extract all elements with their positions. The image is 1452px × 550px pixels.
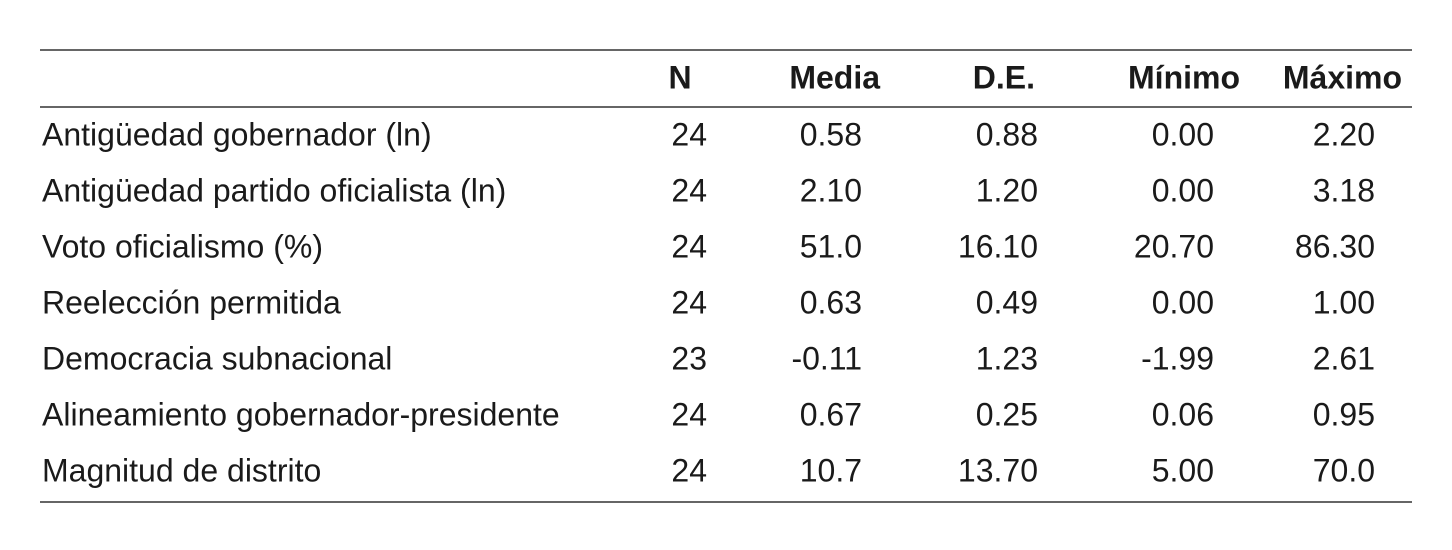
row-label: Antigüedad partido oficialista (ln) (42, 172, 506, 208)
cell-value: 0.00 (1152, 284, 1214, 320)
cell-value: 24 (671, 452, 707, 488)
column-header: D.E. (973, 59, 1035, 95)
row-label: Alineamiento gobernador-presidente (42, 396, 560, 432)
row-label: Reelección permitida (42, 284, 341, 320)
cell-value: -0.11 (791, 340, 862, 376)
row-label: Democracia subnacional (42, 340, 392, 376)
cell-value: 0.58 (800, 116, 862, 152)
cell-value: 1.20 (976, 172, 1038, 208)
cell-value: 24 (671, 284, 707, 320)
cell-value: 2.20 (1313, 116, 1375, 152)
cell-value: 2.61 (1313, 340, 1375, 376)
cell-value: 0.95 (1313, 396, 1375, 432)
cell-value: 13.70 (958, 452, 1038, 488)
cell-value: 51.0 (800, 228, 862, 264)
cell-value: 23 (671, 340, 707, 376)
cell-value: 24 (671, 228, 707, 264)
cell-value: 0.06 (1152, 396, 1214, 432)
cell-value: 3.18 (1313, 172, 1375, 208)
cell-value: 0.00 (1152, 172, 1214, 208)
cell-value: 10.7 (800, 452, 862, 488)
cell-value: 5.00 (1152, 452, 1214, 488)
cell-value: 1.00 (1313, 284, 1375, 320)
cell-value: 24 (671, 396, 707, 432)
cell-value: 24 (671, 172, 707, 208)
cell-value: 0.00 (1152, 116, 1214, 152)
column-header: Máximo (1283, 59, 1402, 95)
cell-value: 86.30 (1295, 228, 1375, 264)
cell-value: 20.70 (1134, 228, 1214, 264)
cell-value: 1.23 (976, 340, 1038, 376)
row-label: Magnitud de distrito (42, 452, 321, 488)
cell-value: -1.99 (1141, 340, 1214, 376)
cell-value: 70.0 (1313, 452, 1375, 488)
cell-value: 16.10 (958, 228, 1038, 264)
row-label: Voto oficialismo (%) (42, 228, 323, 264)
cell-value: 0.67 (800, 396, 862, 432)
cell-value: 0.25 (976, 396, 1038, 432)
cell-value: 24 (671, 116, 707, 152)
cell-value: 0.88 (976, 116, 1038, 152)
row-label: Antigüedad gobernador (ln) (42, 116, 432, 152)
column-header: N (668, 59, 691, 95)
column-header: Media (789, 59, 880, 95)
column-header: Mínimo (1128, 59, 1240, 95)
cell-value: 2.10 (800, 172, 862, 208)
cell-value: 0.63 (800, 284, 862, 320)
cell-value: 0.49 (976, 284, 1038, 320)
